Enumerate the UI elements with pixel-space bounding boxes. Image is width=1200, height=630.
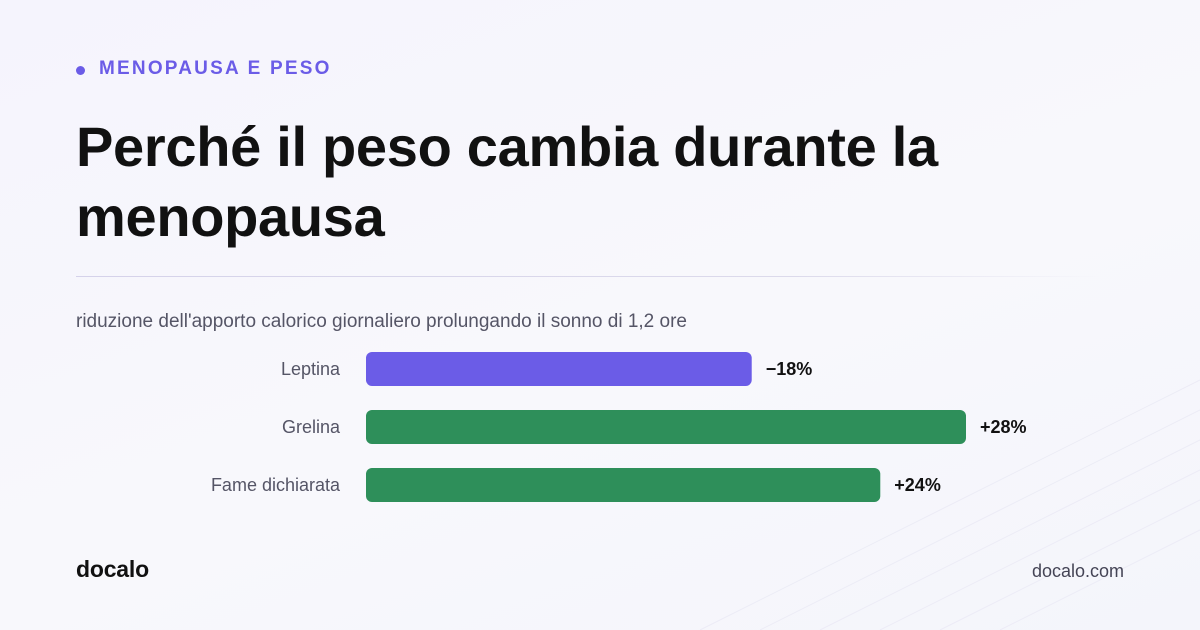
bar-chart: Leptina −18% Grelina +28% Fame dichiarata +24… (211, 352, 1027, 502)
page-title: Perché il peso cambia durante la menopau… (76, 115, 938, 248)
bar (366, 410, 966, 444)
bar (366, 468, 881, 502)
category-label: Fame dichiarata (211, 475, 341, 495)
value-label: +24% (894, 475, 941, 495)
brand-logo: docalo (76, 556, 149, 582)
kicker-dot-icon (76, 65, 85, 75)
bar (366, 352, 752, 386)
kicker: MENOPAUSA E PESO (76, 58, 332, 80)
chart-title: riduzione dell'apporto calorico giornali… (76, 311, 687, 332)
category-label: Grelina (282, 417, 341, 437)
divider (76, 276, 1100, 277)
value-label: +28% (980, 417, 1027, 437)
value-label: −18% (766, 359, 813, 379)
kicker-label: MENOPAUSA E PESO (99, 58, 332, 79)
category-label: Leptina (281, 359, 341, 379)
site-url: docalo.com (1031, 561, 1124, 581)
